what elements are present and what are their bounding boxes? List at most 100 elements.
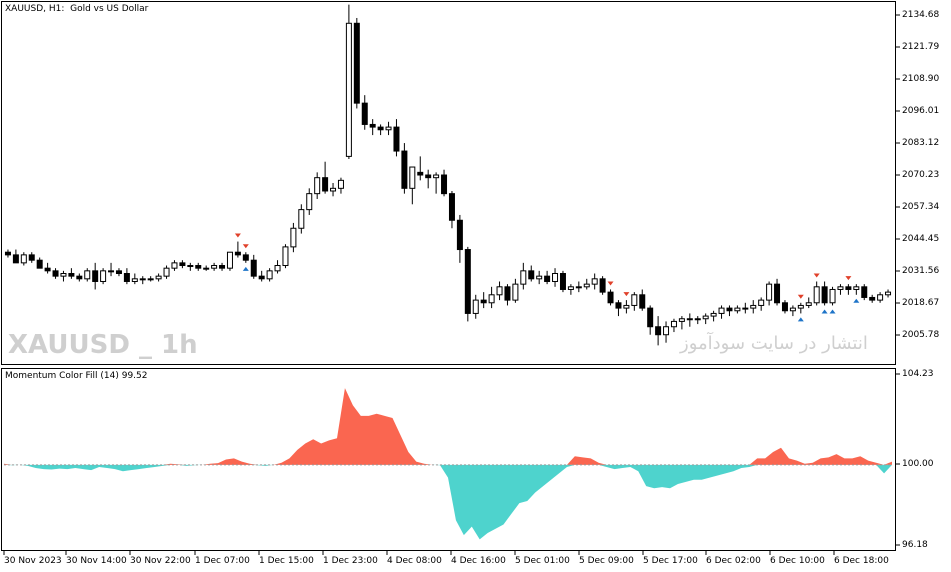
sell-signal-arrow — [797, 294, 804, 299]
candle-body — [853, 286, 860, 290]
candle-body — [211, 265, 218, 269]
time-axis-label: 1 Dec 15:00 — [259, 556, 314, 566]
candle-body — [195, 265, 202, 269]
candle-body — [345, 22, 352, 157]
candle-body — [258, 275, 265, 280]
price-axis-label: 2108.90 — [902, 74, 940, 84]
candle-body — [583, 283, 590, 288]
candle-body — [52, 270, 59, 277]
candle-body — [393, 126, 400, 152]
candle-body — [718, 307, 725, 314]
time-axis-label: 5 Dec 17:00 — [643, 556, 698, 566]
candle-body — [250, 259, 257, 277]
price-chart-pane[interactable] — [1, 1, 896, 365]
candle-body — [425, 174, 432, 179]
price-axis-label: 2044.45 — [902, 234, 940, 244]
candle-body — [369, 123, 376, 128]
candle-body — [702, 315, 709, 320]
candle-body — [377, 126, 384, 131]
candle-body — [147, 278, 154, 281]
candle-body — [92, 270, 99, 282]
candle-body — [559, 273, 566, 290]
candle-body — [456, 219, 463, 251]
candle-body — [337, 179, 344, 189]
candle-body — [607, 291, 614, 304]
candle-body — [829, 288, 836, 304]
time-axis-label: 30 Nov 22:00 — [130, 556, 191, 566]
candle-body — [591, 278, 598, 285]
candle-body — [861, 286, 868, 298]
indicator-axis-label: 96.18 — [902, 540, 928, 550]
candle-body — [68, 273, 75, 277]
candle-body — [623, 304, 630, 309]
price-axis-label: 2005.78 — [902, 330, 940, 340]
candle-body — [84, 270, 91, 280]
candle-body — [821, 286, 828, 304]
indicator-axis-label: 100.00 — [902, 459, 934, 469]
time-axis-label: 30 Nov 2023 — [4, 556, 62, 566]
sell-signal-arrow — [623, 292, 630, 297]
time-axis-label: 1 Dec 07:00 — [195, 556, 250, 566]
time-axis-label: 6 Dec 10:00 — [770, 556, 825, 566]
time-axis-label: 30 Nov 14:00 — [66, 556, 127, 566]
candle-body — [298, 209, 305, 229]
candle-body — [766, 283, 773, 301]
candle-body — [678, 318, 685, 322]
candle-body — [528, 270, 535, 280]
price-axis-label: 2134.68 — [902, 10, 940, 20]
price-axis-label: 2096.01 — [902, 106, 940, 116]
buy-signal-arrow — [797, 317, 804, 322]
candle-body — [123, 273, 130, 282]
candle-body — [306, 193, 313, 211]
candle-body — [615, 302, 622, 309]
candle-body — [813, 286, 820, 304]
time-axis-label: 1 Dec 23:00 — [323, 556, 378, 566]
candle-body — [28, 254, 35, 261]
sell-signal-arrow — [813, 273, 820, 278]
candle-body — [639, 294, 646, 309]
buy-signal-arrow — [853, 298, 860, 303]
candle-body — [670, 320, 677, 328]
candle-body — [599, 278, 606, 293]
buy-signal-arrow — [821, 309, 828, 314]
candle-body — [631, 294, 638, 306]
indicator-title: Momentum Color Fill (14) 99.52 — [5, 371, 148, 381]
candle-body — [789, 307, 796, 312]
sell-signal-arrow — [845, 276, 852, 281]
candle-body — [480, 299, 487, 304]
candle-body — [544, 275, 551, 282]
candle-body — [464, 249, 471, 314]
symbol-watermark: XAUUSD _ 1h — [8, 330, 198, 360]
candle-body — [734, 307, 741, 312]
candle-body — [242, 254, 249, 261]
indicator-axis-label: 104.23 — [902, 369, 934, 379]
candle-body — [44, 267, 51, 272]
candle-body — [115, 270, 122, 274]
time-axis-label: 6 Dec 02:00 — [706, 556, 761, 566]
candle-body — [575, 286, 582, 289]
candle-body — [710, 312, 717, 317]
momentum-below-area — [4, 464, 892, 540]
candle-body — [750, 304, 757, 309]
candle-body — [163, 267, 170, 277]
candle-body — [774, 283, 781, 304]
candle-body — [12, 254, 19, 264]
candle-body — [885, 291, 892, 296]
candle-body — [4, 251, 11, 256]
candle-body — [567, 286, 574, 290]
sell-signal-arrow — [234, 233, 241, 238]
candle-body — [100, 270, 107, 282]
time-axis-label: 5 Dec 09:00 — [579, 556, 634, 566]
candle-body — [488, 294, 495, 304]
candle-body — [496, 286, 503, 296]
buy-signal-arrow — [829, 309, 836, 314]
candle-body — [314, 177, 321, 195]
price-axis-label: 2031.56 — [902, 266, 940, 276]
candle-body — [282, 246, 289, 267]
candle-body — [20, 254, 27, 264]
candle-body — [448, 193, 455, 221]
candle-body — [330, 187, 337, 192]
momentum-indicator-pane[interactable] — [1, 368, 896, 551]
